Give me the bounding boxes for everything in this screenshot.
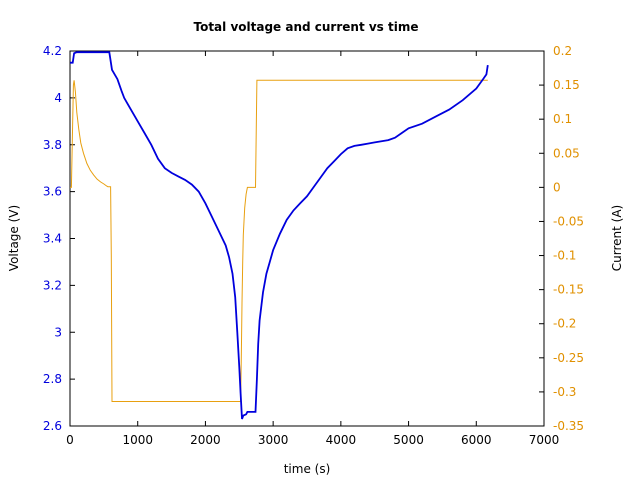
right-y-tick-label: -0.15: [553, 283, 584, 297]
left-y-tick-label: 2.6: [43, 419, 62, 433]
left-y-tick-label: 3.2: [43, 278, 62, 292]
right-y-tick-label: -0.35: [553, 419, 584, 433]
right-y-tick-label: -0.3: [553, 385, 576, 399]
left-y-tick-label: 3.6: [43, 185, 62, 199]
x-axis: 0 1000 2000 3000 4000 5000 6000 7000: [66, 51, 559, 447]
x-tick-label: 4000: [326, 433, 357, 447]
right-y-axis: -0.35 -0.3 -0.25 -0.2 -0.15 -0.1 -0.05 0 0.05 0.1…: [539, 44, 584, 433]
right-y-axis-label: Current (A): [610, 205, 624, 271]
right-y-tick-label: 0.1: [553, 112, 572, 126]
voltage-series-line: [70, 51, 489, 420]
right-y-tick-label: 0: [553, 180, 561, 194]
x-tick-label: 2000: [190, 433, 221, 447]
right-y-tick-label: -0.25: [553, 351, 584, 365]
right-y-tick-label: 0.05: [553, 146, 580, 160]
x-tick-label: 5000: [393, 433, 424, 447]
right-y-tick-label: -0.2: [553, 317, 576, 331]
x-tick-label: 7000: [529, 433, 560, 447]
plot-frame: [69, 50, 545, 427]
x-axis-label: time (s): [284, 462, 331, 476]
left-y-tick-label: 3: [54, 325, 62, 339]
x-tick-label: 6000: [461, 433, 492, 447]
right-y-tick-label: 0.2: [553, 44, 572, 58]
current-series-line: [70, 79, 488, 402]
left-y-tick-label: 4: [54, 91, 62, 105]
left-y-tick-label: 4.2: [43, 44, 62, 58]
left-y-axis-label: Voltage (V): [7, 205, 21, 271]
left-y-tick-label: 3.4: [43, 232, 62, 246]
right-y-tick-label: -0.05: [553, 214, 584, 228]
left-y-tick-label: 3.8: [43, 138, 62, 152]
left-y-tick-label: 2.8: [43, 372, 62, 386]
x-tick-label: 1000: [122, 433, 153, 447]
x-tick-label: 3000: [258, 433, 289, 447]
left-y-axis: 2.6 2.8 3 3.2 3.4 3.6 3.8 4 4.2: [43, 44, 75, 433]
x-tick-label: 0: [66, 433, 74, 447]
right-y-tick-label: -0.1: [553, 249, 576, 263]
chart-title: Total voltage and current vs time: [193, 20, 418, 34]
right-y-tick-label: 0.15: [553, 78, 580, 92]
